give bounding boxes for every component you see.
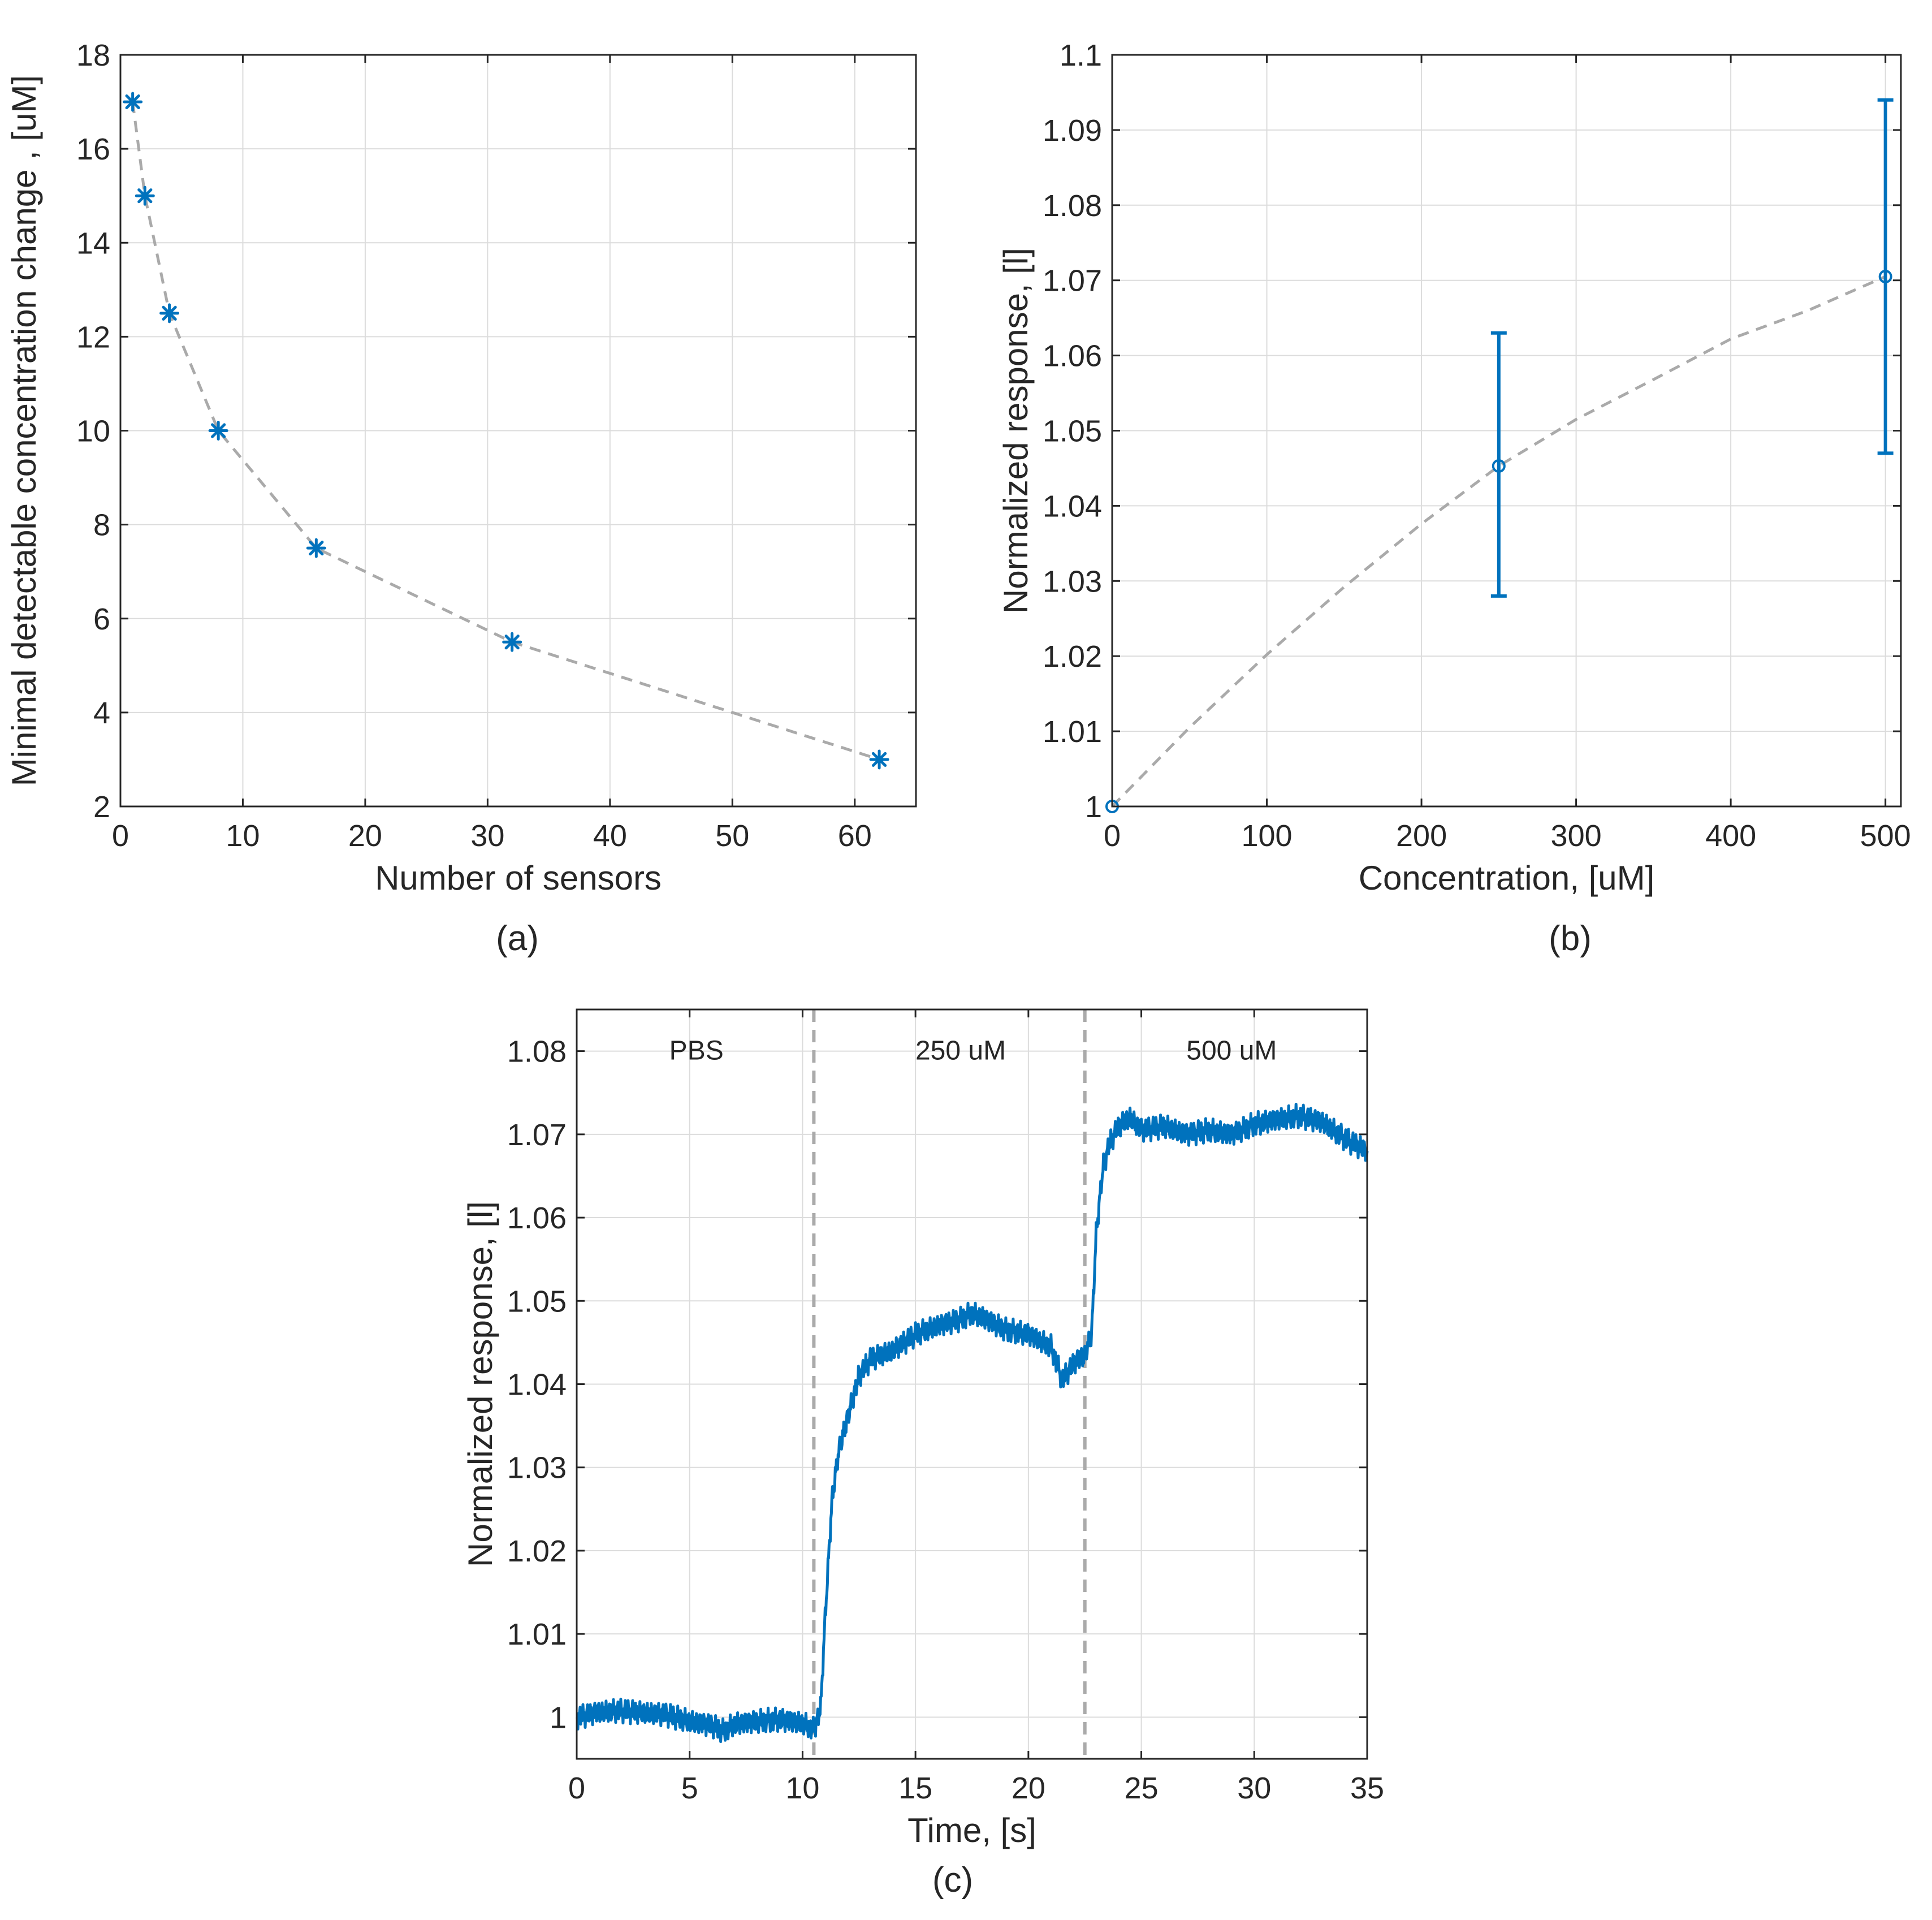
axes-frame-c bbox=[576, 1008, 1368, 1760]
grid-c bbox=[576, 1009, 1368, 1759]
x-tick-label: 0 bbox=[568, 1771, 585, 1805]
y-axis-label: Normalized response, [l] bbox=[461, 1201, 499, 1567]
x-tick-label: 30 bbox=[1237, 1771, 1271, 1805]
y-tick-label: 1.08 bbox=[1043, 189, 1102, 223]
y-tick-label: 1.01 bbox=[507, 1617, 567, 1651]
x-tick-label: 0 bbox=[1104, 819, 1121, 853]
x-tick-label: 500 bbox=[1860, 819, 1911, 853]
y-tick-label: 1.1 bbox=[1060, 38, 1102, 72]
x-tick-label: 35 bbox=[1350, 1771, 1384, 1805]
axes-frame-b bbox=[1111, 54, 1902, 808]
y-tick-label: 1.04 bbox=[507, 1368, 567, 1402]
x-tick-label: 20 bbox=[1012, 1771, 1045, 1805]
x-tick-label: 0 bbox=[112, 819, 129, 853]
x-tick-label: 200 bbox=[1396, 819, 1447, 853]
x-tick-label: 50 bbox=[715, 819, 749, 853]
response-trace-line bbox=[575, 1103, 1369, 1744]
y-axis-label: Minimal detectable concentration change … bbox=[5, 75, 43, 786]
y-tick-label: 6 bbox=[93, 602, 110, 636]
y-tick-label: 1.03 bbox=[1043, 564, 1102, 598]
data-point-asterisk bbox=[306, 538, 326, 558]
y-tick-label: 14 bbox=[76, 226, 110, 260]
y-tick-label: 1.07 bbox=[507, 1118, 567, 1152]
condition-annotation: 500 uM bbox=[1186, 1035, 1277, 1065]
error-bar bbox=[1490, 331, 1507, 598]
x-tick-label: 400 bbox=[1705, 819, 1756, 853]
y-tick-label: 4 bbox=[93, 696, 110, 730]
y-tick-label: 1.05 bbox=[507, 1284, 567, 1318]
asterisk-stroke bbox=[309, 541, 324, 556]
x-axis-label: Number of sensors bbox=[375, 859, 662, 897]
x-tick-label: 10 bbox=[226, 819, 260, 853]
y-tick-label: 12 bbox=[76, 320, 110, 354]
x-tick-label: 25 bbox=[1125, 1771, 1159, 1805]
y-tick-label: 2 bbox=[93, 790, 110, 824]
y-tick-label: 1.07 bbox=[1043, 264, 1102, 298]
x-tick-label: 20 bbox=[348, 819, 382, 853]
y-tick-label: 1.05 bbox=[1043, 415, 1102, 448]
y-tick-label: 1 bbox=[550, 1701, 567, 1735]
error-bar bbox=[1877, 98, 1894, 455]
data-point-circle bbox=[1878, 270, 1892, 284]
x-tick-label: 5 bbox=[681, 1771, 698, 1805]
x-tick-label: 15 bbox=[898, 1771, 932, 1805]
axes-frame-a bbox=[119, 54, 917, 808]
y-tick-label: 1.02 bbox=[1043, 640, 1102, 674]
data-point-asterisk bbox=[123, 92, 143, 112]
asterisk-stroke bbox=[125, 94, 140, 110]
y-axis-label: Normalized response, [l] bbox=[997, 248, 1035, 614]
x-tick-label: 30 bbox=[470, 819, 504, 853]
asterisk-stroke bbox=[211, 423, 226, 438]
y-tick-label: 16 bbox=[76, 132, 110, 166]
y-tick-label: 1.01 bbox=[1043, 715, 1102, 749]
data-point-circle bbox=[1492, 459, 1506, 473]
asterisk-stroke bbox=[504, 635, 520, 650]
y-tick-label: 1.06 bbox=[507, 1201, 567, 1235]
data-point-asterisk bbox=[159, 303, 180, 323]
chart-a: 0 10 20 30 40 50 60 2 4 6 8 10 12 14 16 18 Number of sen… bbox=[5, 38, 917, 958]
panel-label: (a) bbox=[496, 919, 539, 958]
y-tick-label: 1.03 bbox=[507, 1451, 567, 1485]
condition-annotation: PBS bbox=[669, 1035, 724, 1065]
x-tick-label: 300 bbox=[1551, 819, 1602, 853]
y-tick-label: 18 bbox=[76, 38, 110, 72]
panel-label: (b) bbox=[1549, 919, 1592, 958]
y-tick-label: 10 bbox=[76, 415, 110, 448]
fit-line-b bbox=[1111, 275, 1886, 808]
asterisk-stroke bbox=[871, 752, 887, 767]
y-tick-label: 1.02 bbox=[507, 1534, 567, 1568]
y-tick-label: 1.09 bbox=[1043, 114, 1102, 148]
panel-label: (c) bbox=[932, 1861, 973, 1900]
y-tick-label: 1.06 bbox=[1043, 339, 1102, 373]
x-axis-label: Time, [s] bbox=[907, 1811, 1036, 1849]
chart-b: 0 100 200 300 400 500 1 1.01 1.02 1.03 1.04 1.05 1.0… bbox=[997, 38, 1911, 958]
asterisk-stroke bbox=[137, 188, 153, 204]
asterisk-stroke bbox=[162, 305, 177, 321]
y-tick-label: 8 bbox=[93, 508, 110, 542]
y-tick-label: 1.04 bbox=[1043, 489, 1102, 523]
y-tick-label: 1.08 bbox=[507, 1035, 567, 1069]
x-tick-label: 100 bbox=[1241, 819, 1292, 853]
data-point-asterisk bbox=[208, 421, 228, 441]
data-point-asterisk bbox=[502, 632, 522, 652]
x-tick-label: 10 bbox=[785, 1771, 819, 1805]
x-axis-label: Concentration, [uM] bbox=[1359, 859, 1655, 897]
y-tick-label: 1 bbox=[1085, 790, 1102, 824]
condition-annotation: 250 uM bbox=[915, 1035, 1006, 1065]
x-tick-label: 60 bbox=[838, 819, 872, 853]
chart-c: 0 5 10 15 20 25 30 35 1 1.01 1.02 1.03 1.04 1.05 1.06 1… bbox=[461, 1008, 1384, 1900]
x-tick-label: 40 bbox=[593, 819, 627, 853]
data-point-asterisk bbox=[869, 749, 889, 770]
data-point-asterisk bbox=[135, 185, 155, 206]
